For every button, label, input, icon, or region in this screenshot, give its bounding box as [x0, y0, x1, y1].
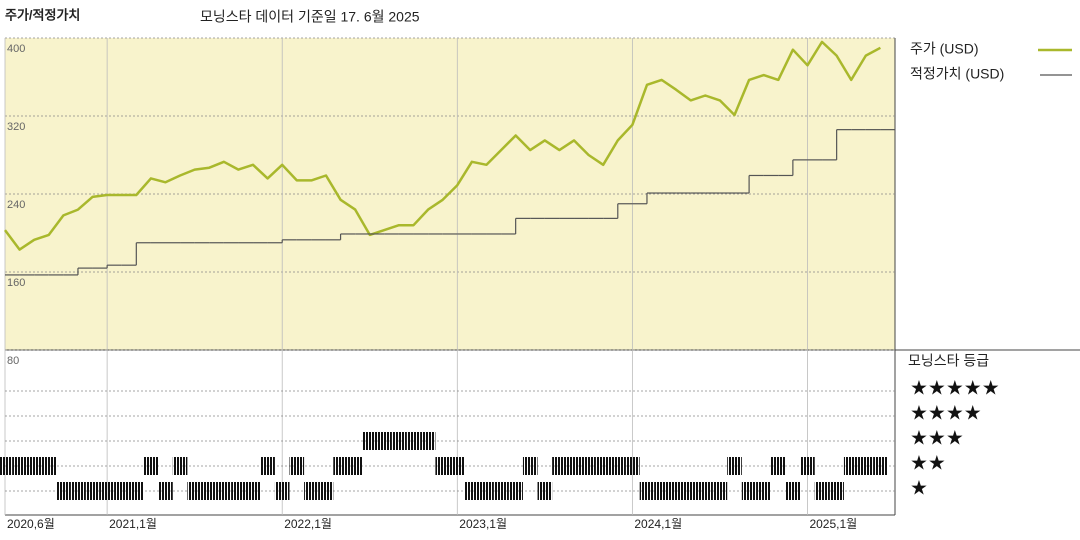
- rating-bar: [683, 482, 699, 500]
- rating-legend-stars: ★★: [910, 452, 946, 474]
- rating-legend-stars: ★: [910, 477, 928, 499]
- rating-bar: [41, 457, 57, 475]
- rating-bar: [610, 457, 626, 475]
- rating-bar: [814, 482, 830, 500]
- rating-bar: [581, 457, 596, 475]
- rating-bar: [843, 457, 859, 475]
- y-tick-label: 80: [7, 355, 19, 367]
- rating-bar: [333, 457, 348, 475]
- chart-subtitle: 모닝스타 데이터 기준일 17. 6월 2025: [200, 9, 420, 25]
- rating-bar: [479, 482, 494, 500]
- rating-bar: [464, 482, 480, 500]
- rating-bar: [129, 482, 144, 500]
- rating-bar: [245, 482, 261, 500]
- rating-bar: [304, 482, 319, 500]
- rating-bar: [70, 482, 86, 500]
- x-tick-label: 2025,1월: [809, 517, 857, 531]
- rating-bar: [274, 482, 290, 500]
- rating-bar: [712, 482, 728, 500]
- rating-bar: [829, 482, 844, 500]
- rating-bar: [231, 482, 246, 500]
- rating-bar: [420, 432, 436, 450]
- x-tick-label: 2020,6월: [7, 517, 55, 531]
- rating-legend-stars: ★★★★★: [910, 377, 1000, 399]
- y-tick-label: 320: [7, 121, 25, 133]
- rating-bar: [260, 457, 275, 475]
- rating-bar: [85, 482, 100, 500]
- rating-bar: [450, 457, 465, 475]
- x-tick-label: 2021,1월: [109, 517, 157, 531]
- rating-bar: [143, 457, 159, 475]
- rating-bar: [114, 482, 130, 500]
- rating-bar: [406, 432, 421, 450]
- rating-legend-title: 모닝스타 등급: [908, 353, 989, 369]
- rating-bar: [595, 457, 611, 475]
- rating-bar: [172, 457, 188, 475]
- rating-bar: [12, 457, 27, 475]
- rating-bar: [552, 457, 567, 475]
- rating-bar: [216, 482, 232, 500]
- rating-bar: [756, 482, 771, 500]
- rating-bar: [391, 432, 407, 450]
- rating-bar: [56, 482, 71, 500]
- rating-bar: [493, 482, 509, 500]
- rating-bar: [625, 457, 640, 475]
- rating-bar: [201, 482, 217, 500]
- rating-bar: [785, 482, 801, 500]
- x-tick-label: 2022,1월: [284, 517, 332, 531]
- legend-label: 주가 (USD): [910, 41, 979, 57]
- rating-bar: [727, 457, 742, 475]
- rating-bar: [508, 482, 523, 500]
- x-tick-label: 2023,1월: [459, 517, 507, 531]
- rating-bar: [770, 457, 786, 475]
- rating-bar: [668, 482, 684, 500]
- rating-bar: [741, 482, 757, 500]
- x-tick-label: 2024,1월: [634, 517, 682, 531]
- rating-bar: [800, 457, 815, 475]
- rating-bar: [639, 482, 655, 500]
- rating-bar: [858, 457, 874, 475]
- rating-bar: [873, 457, 888, 475]
- rating-bar: [698, 482, 713, 500]
- rating-bar: [158, 482, 173, 500]
- y-tick-label: 400: [7, 43, 25, 55]
- chart-title: 주가/적정가치: [5, 7, 80, 22]
- rating-bar: [377, 432, 392, 450]
- price-line: [3, 40, 881, 251]
- rating-bar: [537, 482, 553, 500]
- rating-legend-stars: ★★★: [910, 427, 964, 449]
- rating-legend-stars: ★★★★: [910, 402, 982, 424]
- rating-bar: [289, 457, 305, 475]
- rating-bar: [522, 457, 538, 475]
- rating-bar: [654, 482, 669, 500]
- y-tick-label: 240: [7, 199, 25, 211]
- rating-bar: [347, 457, 363, 475]
- rating-bar: [187, 482, 202, 500]
- rating-bar: [0, 457, 13, 475]
- rating-bar: [362, 432, 378, 450]
- rating-bar: [566, 457, 582, 475]
- rating-bar: [26, 457, 42, 475]
- rating-bar: [99, 482, 115, 500]
- y-tick-label: 160: [7, 277, 25, 289]
- rating-bar: [435, 457, 450, 475]
- legend-label: 적정가치 (USD): [910, 66, 1004, 82]
- rating-bar: [318, 482, 334, 500]
